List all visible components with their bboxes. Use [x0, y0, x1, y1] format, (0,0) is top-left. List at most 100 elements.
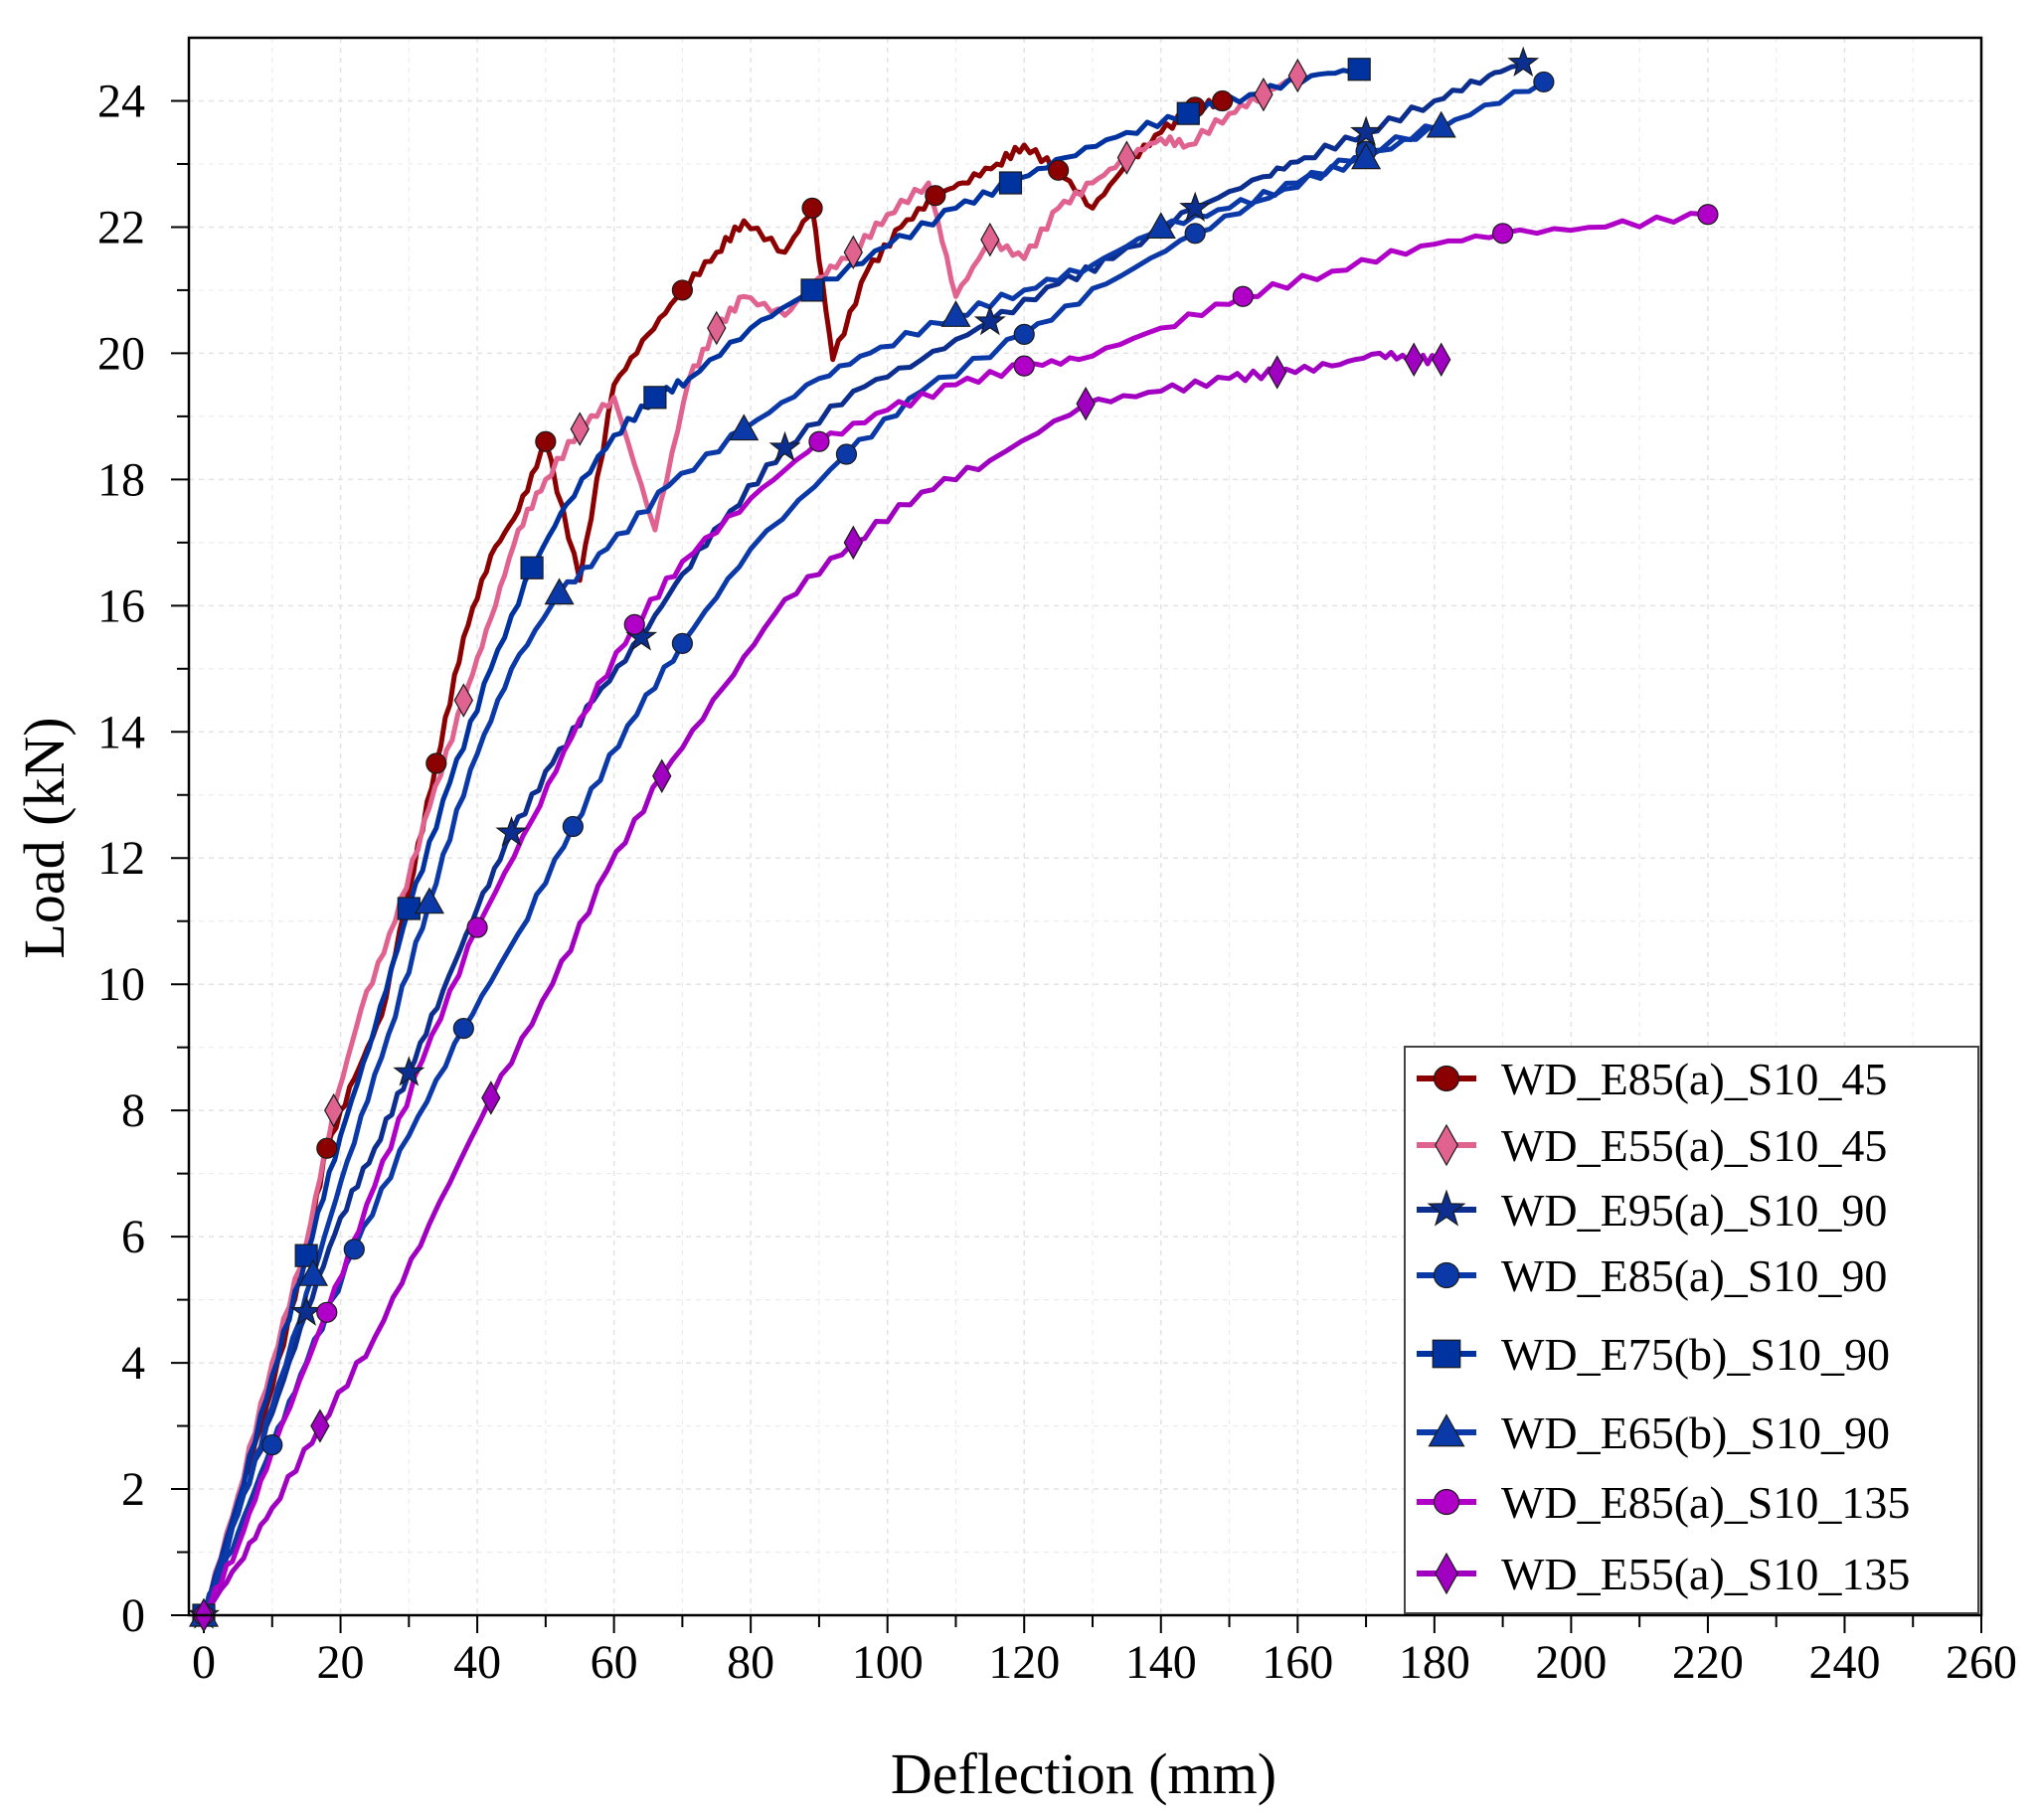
x-tick-label: 40 — [453, 1636, 501, 1689]
x-tick-label: 120 — [988, 1636, 1060, 1689]
series-5-marker — [414, 887, 444, 914]
legend-label-0: WD_E85(a)_S10_45 — [1501, 1054, 1887, 1104]
series-7-marker — [1267, 355, 1287, 390]
series-line-6 — [201, 211, 1711, 1618]
series-0-marker — [671, 279, 693, 301]
legend-marker-1 — [1435, 1123, 1458, 1167]
series-4-marker — [998, 171, 1023, 195]
series-0-marker — [535, 430, 557, 452]
x-axis-title: Deflection (mm) — [891, 1741, 1276, 1806]
series-5-marker — [729, 414, 760, 441]
series-3-marker — [671, 632, 693, 655]
x-tick-label: 220 — [1672, 1636, 1744, 1689]
series-2-marker — [1350, 115, 1383, 146]
x-tick-label: 240 — [1808, 1636, 1880, 1689]
y-tick-label: 8 — [121, 1084, 145, 1137]
series-5-marker — [940, 300, 971, 327]
series-1-marker — [1254, 77, 1274, 112]
x-tick-label: 180 — [1399, 1636, 1470, 1689]
series-7-marker — [1076, 386, 1096, 421]
series-1-marker — [707, 310, 727, 346]
series-3-marker — [1533, 71, 1555, 93]
y-tick-label: 4 — [121, 1337, 145, 1390]
legend-box — [1404, 1046, 1979, 1614]
series-0-marker — [316, 1137, 338, 1159]
series-0-marker — [801, 197, 823, 219]
legend-marker-5 — [1428, 1413, 1465, 1447]
series-6-marker — [808, 430, 830, 452]
legend-marker-6 — [1433, 1488, 1460, 1516]
series-2-marker — [290, 1295, 323, 1326]
series-3-marker — [343, 1239, 365, 1260]
y-tick-label: 2 — [121, 1463, 145, 1516]
legend-label-1: WD_E55(a)_S10_45 — [1501, 1120, 1887, 1171]
y-tick-label: 14 — [97, 706, 145, 758]
legend-marker-3 — [1433, 1261, 1460, 1289]
x-tick-label: 100 — [852, 1636, 924, 1689]
series-1-marker — [453, 683, 474, 718]
series-7-marker — [310, 1408, 330, 1443]
y-axis-title: Load (kN) — [12, 717, 77, 958]
series-line-1 — [201, 73, 1300, 1618]
series-2-marker — [973, 304, 1006, 336]
series-4-marker — [397, 897, 421, 920]
legend-marker-4 — [1432, 1339, 1461, 1369]
x-tick-label: 0 — [192, 1636, 216, 1689]
tick-labels: 0 20 40 60 80 100 120 140 160 180 200 220 240 2600246… — [97, 75, 2017, 1689]
series-6-marker — [1697, 204, 1719, 226]
x-tick-label: 80 — [727, 1636, 774, 1689]
series-0-marker — [1048, 159, 1070, 181]
series-5-marker — [1351, 142, 1382, 170]
minor-ticks — [171, 99, 1982, 1633]
series-6-marker — [466, 916, 488, 938]
series-5-marker — [1145, 212, 1176, 240]
series-6-marker — [1492, 223, 1514, 245]
series-3-marker — [1184, 223, 1206, 245]
series-7-marker — [1432, 342, 1451, 377]
x-tick-label: 260 — [1946, 1636, 2017, 1689]
series-7-marker — [843, 525, 863, 561]
legend-label-4: WD_E75(b)_S10_90 — [1501, 1329, 1890, 1380]
series-4-marker — [1176, 101, 1200, 125]
x-tick-label: 20 — [317, 1636, 365, 1689]
series-6-marker — [1013, 355, 1035, 377]
series-7-marker — [1404, 342, 1424, 377]
series-line-5 — [201, 123, 1444, 1618]
x-tick-label: 200 — [1535, 1636, 1607, 1689]
series-1-marker — [323, 1092, 344, 1128]
series-5-marker — [298, 1258, 329, 1286]
series-6-marker — [316, 1301, 338, 1323]
series-3-marker — [835, 443, 858, 465]
y-tick-label: 10 — [97, 958, 145, 1011]
legend-marker-2 — [1427, 1189, 1466, 1227]
legend-label-2: WD_E95(a)_S10_90 — [1501, 1185, 1887, 1236]
series-4-marker — [294, 1243, 318, 1267]
series-1-marker — [980, 222, 1000, 257]
y-tick-label: 18 — [97, 453, 145, 506]
series-2-marker — [768, 430, 801, 462]
series-5-marker — [1426, 110, 1456, 138]
x-tick-label: 140 — [1125, 1636, 1197, 1689]
x-tick-label: 60 — [591, 1636, 638, 1689]
legend-marker-7 — [1435, 1552, 1458, 1595]
series-markers — [187, 46, 1719, 1633]
series-1-marker — [1287, 58, 1307, 93]
series-2-marker — [1507, 46, 1540, 77]
legend-label-7: WD_E55(a)_S10_135 — [1501, 1549, 1910, 1599]
series-4-marker — [800, 278, 824, 302]
series-7-marker — [481, 1080, 501, 1115]
x-tick-label: 160 — [1262, 1636, 1333, 1689]
legend-marker-0 — [1433, 1065, 1460, 1092]
series-5-marker — [544, 578, 575, 605]
y-tick-label: 12 — [97, 832, 145, 885]
legend-label-5: WD_E65(b)_S10_90 — [1501, 1407, 1890, 1458]
series-1-marker — [570, 412, 590, 446]
series-6-marker — [623, 613, 645, 635]
y-tick-label: 24 — [97, 75, 145, 127]
series-1-marker — [1116, 140, 1137, 175]
y-tick-label: 22 — [97, 201, 145, 253]
series-2-marker — [393, 1056, 425, 1086]
series-0-marker — [425, 752, 447, 774]
legend-label-6: WD_E85(a)_S10_135 — [1501, 1477, 1910, 1528]
